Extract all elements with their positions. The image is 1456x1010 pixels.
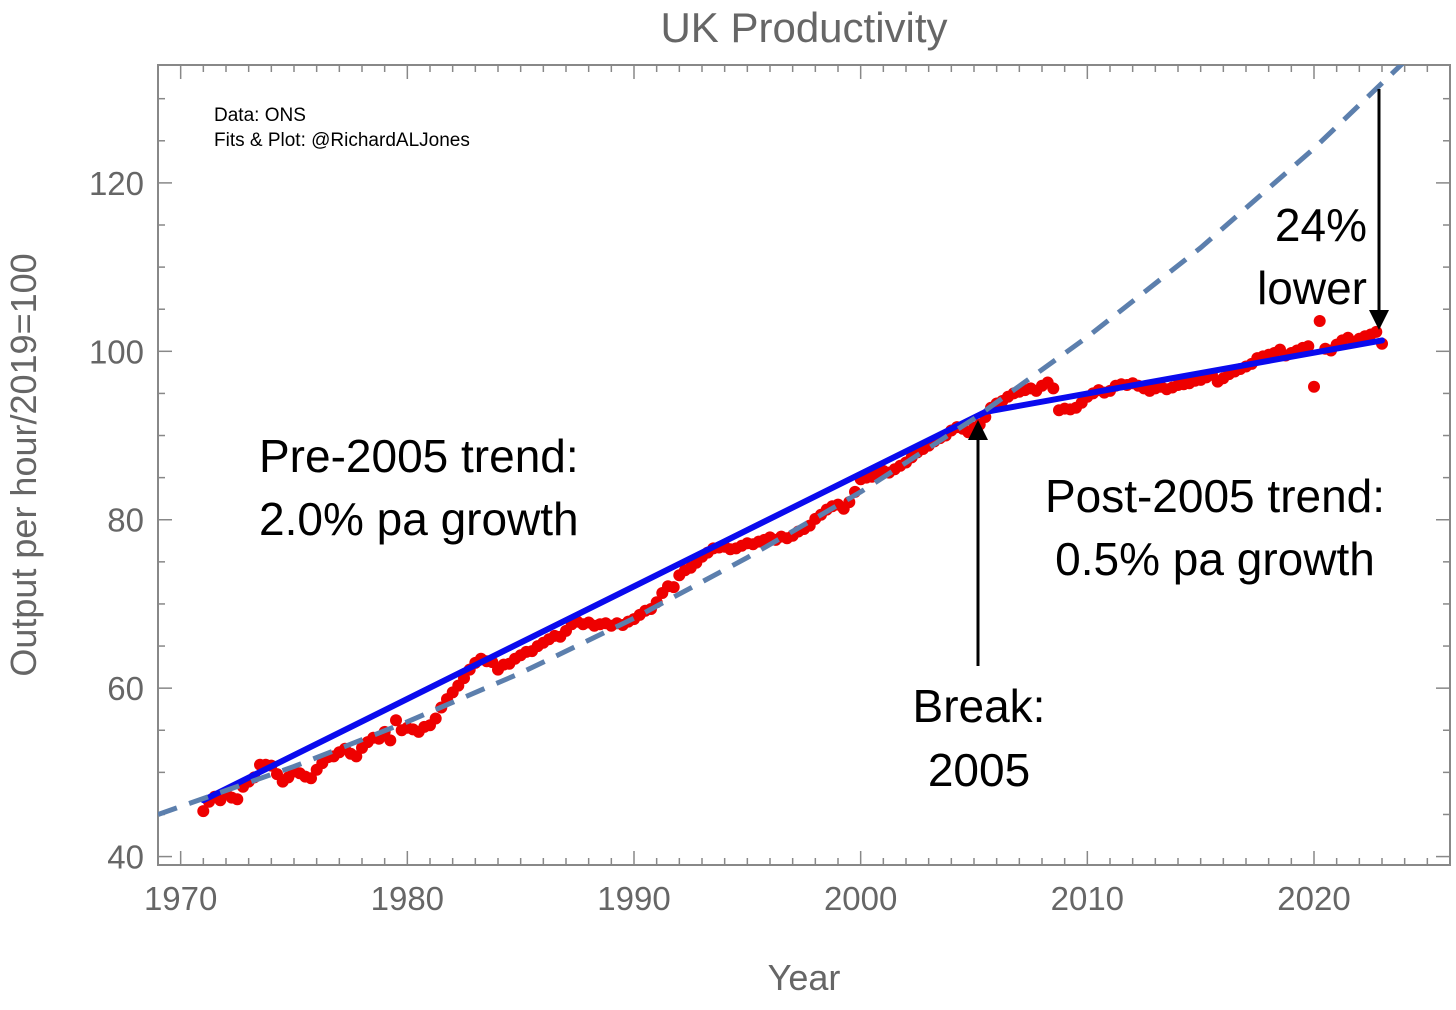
pre-trend-label-line2: 2.0% pa growth bbox=[259, 493, 579, 545]
y-tick-label: 40 bbox=[107, 839, 144, 876]
x-axis-title: Year bbox=[768, 957, 841, 998]
y-axis-title: Output per hour/2019=100 bbox=[3, 253, 44, 676]
data-point bbox=[1047, 382, 1060, 395]
series-layer bbox=[158, 65, 1405, 818]
plot-frame bbox=[157, 64, 1451, 866]
post-2005-fit-line bbox=[982, 337, 1385, 415]
data-point bbox=[429, 712, 442, 725]
x-axis-ticks: 1970 1980 1990 2000 2010 2020 bbox=[144, 65, 1451, 917]
post-trend-label-line2: 0.5% pa growth bbox=[1055, 533, 1375, 585]
data-point bbox=[350, 750, 363, 763]
gap-label-line2: lower bbox=[1257, 262, 1367, 314]
data-point bbox=[390, 714, 402, 727]
break-arrow bbox=[968, 420, 988, 666]
chart-title: UK Productivity bbox=[660, 4, 947, 51]
x-tick-label: 2000 bbox=[824, 880, 897, 917]
data-point bbox=[231, 793, 244, 806]
data-point bbox=[1370, 325, 1383, 338]
data-point bbox=[667, 581, 680, 594]
y-tick-label: 60 bbox=[107, 670, 144, 707]
gap-label-line1: 24% bbox=[1275, 199, 1367, 251]
credit-fits: Fits & Plot: @RichardALJones bbox=[214, 130, 470, 151]
data-point bbox=[197, 805, 210, 818]
credit-data: Data: ONS bbox=[214, 105, 306, 126]
data-point bbox=[1313, 315, 1326, 327]
data-point bbox=[384, 734, 397, 747]
break-label-line2: 2005 bbox=[928, 744, 1030, 796]
break-label-line1: Break: bbox=[913, 680, 1046, 732]
data-point bbox=[1308, 380, 1320, 393]
data-point bbox=[1302, 340, 1315, 353]
x-tick-label: 1980 bbox=[371, 880, 444, 917]
y-tick-label: 100 bbox=[89, 333, 144, 370]
y-tick-label: 80 bbox=[107, 502, 144, 539]
pre-2005-fit-line bbox=[200, 408, 989, 804]
data-point bbox=[305, 772, 317, 785]
x-tick-label: 1970 bbox=[144, 880, 217, 917]
pre-2005-trend-projection bbox=[158, 65, 1405, 817]
y-tick-label: 120 bbox=[89, 165, 144, 202]
x-tick-label: 2010 bbox=[1051, 880, 1124, 917]
gap-arrow bbox=[1369, 89, 1389, 330]
post-trend-label-line1: Post-2005 trend: bbox=[1045, 470, 1385, 522]
pre-trend-label-line1: Pre-2005 trend: bbox=[259, 430, 579, 482]
x-tick-label: 2020 bbox=[1277, 880, 1350, 917]
x-tick-label: 1990 bbox=[597, 880, 670, 917]
